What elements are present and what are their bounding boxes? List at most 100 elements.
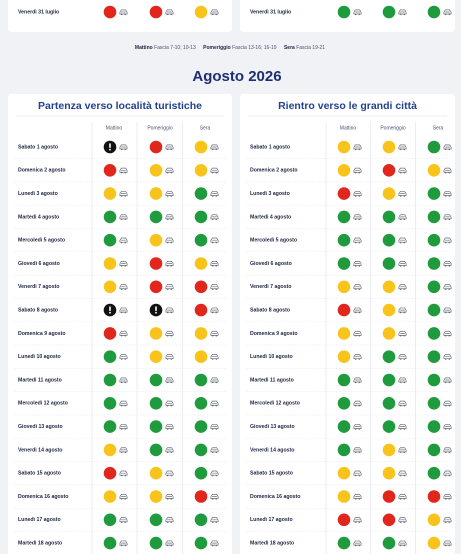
card-title: Partenza verso località turistiche: [38, 100, 202, 112]
traffic-dot: [103, 350, 117, 364]
traffic-dot: [382, 536, 396, 550]
row-date: Lunedì 10 agosto: [250, 354, 293, 360]
traffic-dot: [194, 443, 208, 457]
traffic-dot: [103, 187, 117, 200]
traffic-dot: [427, 257, 441, 270]
traffic-dot: [337, 513, 351, 527]
traffic-dot: [194, 280, 208, 294]
traffic-dot: [149, 420, 163, 433]
legend-range: Fascia 19-21: [296, 45, 325, 51]
traffic-dot: [149, 187, 163, 200]
traffic-dot: [103, 280, 117, 294]
row-date: Sabato 8 agosto: [18, 307, 58, 313]
row-date: Mercoledì 5 agosto: [250, 238, 297, 244]
traffic-dot: [337, 164, 351, 177]
traffic-dot: [382, 490, 396, 503]
traffic-dot: [427, 164, 441, 177]
traffic-dot: [103, 513, 117, 527]
card-title: Rientro verso le grandi città: [278, 100, 417, 112]
traffic-dot: [103, 373, 117, 387]
traffic-dot: [194, 536, 208, 550]
traffic-dot: [337, 397, 351, 410]
row-date: Martedì 11 agosto: [250, 377, 294, 383]
traffic-dot: [382, 513, 396, 527]
row-date: Domenica 9 agosto: [250, 331, 298, 337]
traffic-dot: [103, 397, 117, 410]
traffic-dot: [337, 210, 351, 224]
row-date: Domenica 16 agosto: [18, 494, 68, 500]
traffic-dot: [149, 466, 163, 480]
traffic-dot: [427, 210, 441, 224]
traffic-dot: [149, 373, 163, 387]
row-date: Sabato 15 agosto: [18, 471, 61, 477]
row-date: Domenica 2 agosto: [250, 168, 298, 174]
traffic-dot: [427, 280, 441, 294]
traffic-dot: [337, 257, 351, 270]
traffic-dot: [194, 5, 208, 19]
row-date: Lunedì 10 agosto: [18, 354, 61, 360]
traffic-dot: [337, 187, 351, 200]
traffic-dot: [427, 513, 441, 527]
traffic-dot: [382, 5, 396, 19]
traffic-dot: [149, 327, 163, 340]
traffic-dot: [149, 280, 163, 294]
traffic-dot: [382, 257, 396, 270]
traffic-dot: [149, 140, 163, 154]
month-title: Agosto 2026: [192, 68, 281, 85]
table-card: [8, 94, 232, 554]
traffic-dot: [427, 373, 441, 387]
traffic-dot: [194, 397, 208, 410]
row-date: Sabato 8 agosto: [250, 307, 290, 313]
column-header: Mattino: [106, 125, 123, 131]
row-date: Martedì 11 agosto: [18, 377, 62, 383]
traffic-dot: [194, 513, 208, 527]
traffic-dot: [427, 187, 441, 200]
traffic-dot: [194, 233, 208, 247]
traffic-dot: [382, 420, 396, 433]
alert-icon: [109, 148, 111, 151]
traffic-dot: [427, 490, 441, 503]
row-date: Lunedì 3 agosto: [250, 191, 290, 197]
traffic-dot: [382, 280, 396, 294]
alert-icon: [155, 306, 157, 311]
traffic-dot: [194, 420, 208, 433]
row-date: Lunedì 17 agosto: [250, 517, 293, 523]
traffic-dot: [337, 373, 351, 387]
legend-range: Fascia 13-16; 16-19: [232, 45, 277, 51]
traffic-dot: [103, 327, 117, 340]
traffic-dot: [149, 350, 163, 364]
traffic-dot: [194, 466, 208, 480]
traffic-dot: [149, 257, 163, 270]
traffic-dot: [194, 210, 208, 224]
row-date: Domenica 9 agosto: [18, 331, 66, 337]
traffic-dot: [337, 140, 351, 154]
alert-icon: [109, 306, 111, 311]
traffic-dot: [149, 536, 163, 550]
row-date: Venerdì 7 agosto: [18, 284, 60, 290]
traffic-dot: [427, 5, 441, 19]
legend-label: Mattino: [135, 45, 153, 51]
alert-icon: [109, 311, 111, 314]
traffic-dot: [103, 490, 117, 503]
traffic-dot: [382, 373, 396, 387]
traffic-dot: [382, 233, 396, 247]
traffic-dot: [427, 350, 441, 364]
row-date: Sabato 1 agosto: [250, 144, 290, 150]
row-date: Lunedì 17 agosto: [18, 517, 61, 523]
traffic-dot: [194, 373, 208, 387]
traffic-dot: [337, 536, 351, 550]
traffic-dot: [149, 397, 163, 410]
column-header: Pomeriggio: [380, 125, 406, 131]
traffic-dot: [427, 303, 441, 317]
traffic-dot: [382, 397, 396, 410]
row-date: Venerdì 7 agosto: [250, 284, 292, 290]
row-date: Domenica 2 agosto: [18, 168, 66, 174]
traffic-dot: [427, 233, 441, 247]
traffic-dot: [382, 164, 396, 177]
legend-label: Sera: [284, 45, 295, 51]
row-date: Martedì 4 agosto: [18, 214, 59, 220]
traffic-dot: [337, 5, 351, 19]
traffic-dot: [149, 164, 163, 177]
traffic-dot: [427, 397, 441, 410]
row-date: Venerdì 14 agosto: [18, 447, 62, 453]
